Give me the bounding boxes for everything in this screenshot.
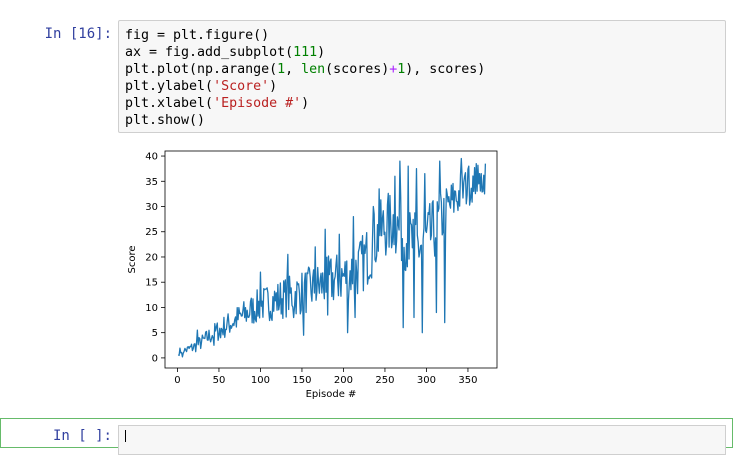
y-axis-label: Score [127,245,138,273]
code-token: plt.plot(np.arange( [125,62,278,77]
x-tick-label: 50 [213,375,226,386]
x-tick-label: 250 [375,375,394,386]
y-tick-label: 35 [145,177,158,188]
code-token: ) [317,45,326,60]
x-tick-label: 300 [417,375,436,386]
x-tick-label: 0 [174,375,180,386]
code-token: len [301,62,326,77]
code-token: ), scores) [405,62,486,77]
text-cursor [125,430,126,442]
code-token: plt.show() [125,113,206,128]
code-line: plt.show() [125,112,485,129]
y-tick-label: 15 [145,278,158,289]
y-tick-label: 10 [145,303,158,314]
code-line: fig = plt.figure() [125,27,485,44]
code-token: plt.ylabel( [125,79,214,94]
x-tick-label: 350 [458,375,477,386]
code-line: plt.plot(np.arange(1, len(scores)+1), sc… [125,61,485,78]
x-tick-label: 100 [251,375,270,386]
score-line-chart: 0 50 100 150 200 250 300 350 0 5 10 15 20 25 30 35 40 Epi… [127,150,498,400]
x-tick-label: 200 [334,375,353,386]
output-area: 0 50 100 150 200 250 300 350 0 5 10 15 20 25 30 35 40 Epi… [118,140,508,410]
next-code-input[interactable] [118,425,726,455]
y-tick-label: 25 [145,227,158,238]
code-editor[interactable]: fig = plt.figure() ax = fig.add_subplot(1… [125,27,485,129]
code-line: plt.xlabel('Episode #') [125,95,485,112]
code-token: (scores) [325,62,390,77]
y-tick-label: 20 [145,252,158,263]
y-tick-label: 5 [152,328,158,339]
code-token: ) [269,79,278,94]
code-token: plt.xlabel( [125,96,214,111]
x-tick-label: 150 [292,375,311,386]
y-tick-label: 40 [145,152,158,163]
next-input-prompt: In [ ]: [52,428,112,444]
code-token: 'Score' [213,79,270,94]
code-line: plt.ylabel('Score') [125,78,485,95]
y-tick-label: 0 [152,353,158,364]
code-input-area[interactable]: fig = plt.figure() ax = fig.add_subplot(1… [118,20,726,133]
code-token: ax = fig.add_subplot( [125,45,294,60]
code-token: 1 [397,62,406,77]
code-token: , [285,62,302,77]
previous-output-clip [0,0,743,4]
y-tick-label: 30 [145,202,158,213]
code-token: 111 [293,45,318,60]
score-series-line [177,157,487,358]
input-prompt: In [16]: [44,26,112,42]
code-token: + [389,62,398,77]
code-token: fig = plt.figure() [125,28,270,43]
code-token: 1 [277,62,286,77]
code-line: ax = fig.add_subplot(111) [125,44,485,61]
code-token: ) [301,96,310,111]
x-axis-label: Episode # [306,389,357,400]
code-token: 'Episode #' [213,96,302,111]
